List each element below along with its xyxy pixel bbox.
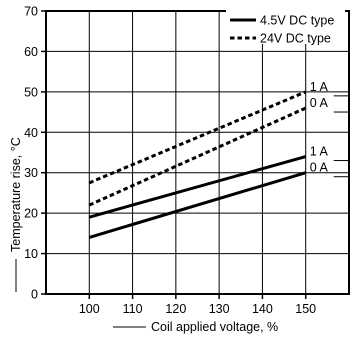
x-tick-label: 100 (79, 302, 100, 316)
legend: 4.5V DC type 24V DC type (226, 10, 345, 46)
plot-frame (45, 10, 350, 295)
series-label: 1 A (310, 145, 329, 159)
x-axis-ticks: 100 110 120 130 140 150 (79, 294, 316, 316)
series-line-24v-0a (88, 106, 307, 207)
x-axis-label: Coil applied voltage, % (151, 320, 278, 334)
y-tick-label: 40 (24, 126, 38, 140)
x-tick-label: 140 (252, 302, 273, 316)
y-tick-label: 70 (24, 5, 38, 19)
series-label: 1 A (310, 80, 329, 94)
y-tick-label: 50 (24, 85, 38, 99)
legend-label-4-5v: 4.5V DC type (260, 14, 334, 28)
series-label: 0 A (310, 96, 329, 110)
series-line-24v-1a (88, 90, 307, 185)
series-line-4-5v-1a (88, 155, 307, 219)
x-tick-label: 130 (209, 302, 230, 316)
legend-label-24v: 24V DC type (260, 32, 331, 46)
grid (46, 11, 349, 294)
series-labels: 1 A 0 A 1 A 0 A (310, 80, 349, 178)
y-axis-title: Temperature rise, °C (9, 137, 23, 292)
series-lines (88, 90, 307, 239)
y-tick-label: 0 (31, 288, 38, 302)
y-axis-ticks: 0 10 20 30 40 50 60 70 (24, 5, 46, 302)
x-axis-title: Coil applied voltage, % (113, 320, 278, 334)
x-tick-label: 110 (123, 302, 143, 316)
y-tick-label: 10 (24, 247, 38, 261)
y-axis-label: Temperature rise, °C (9, 137, 23, 252)
y-tick-label: 20 (24, 207, 38, 221)
series-label: 0 A (310, 161, 329, 175)
x-tick-label: 150 (295, 302, 316, 316)
y-tick-label: 30 (24, 166, 38, 180)
series-line-4-5v-0a (88, 171, 307, 239)
x-tick-label: 120 (165, 302, 186, 316)
y-tick-label: 60 (24, 45, 38, 59)
